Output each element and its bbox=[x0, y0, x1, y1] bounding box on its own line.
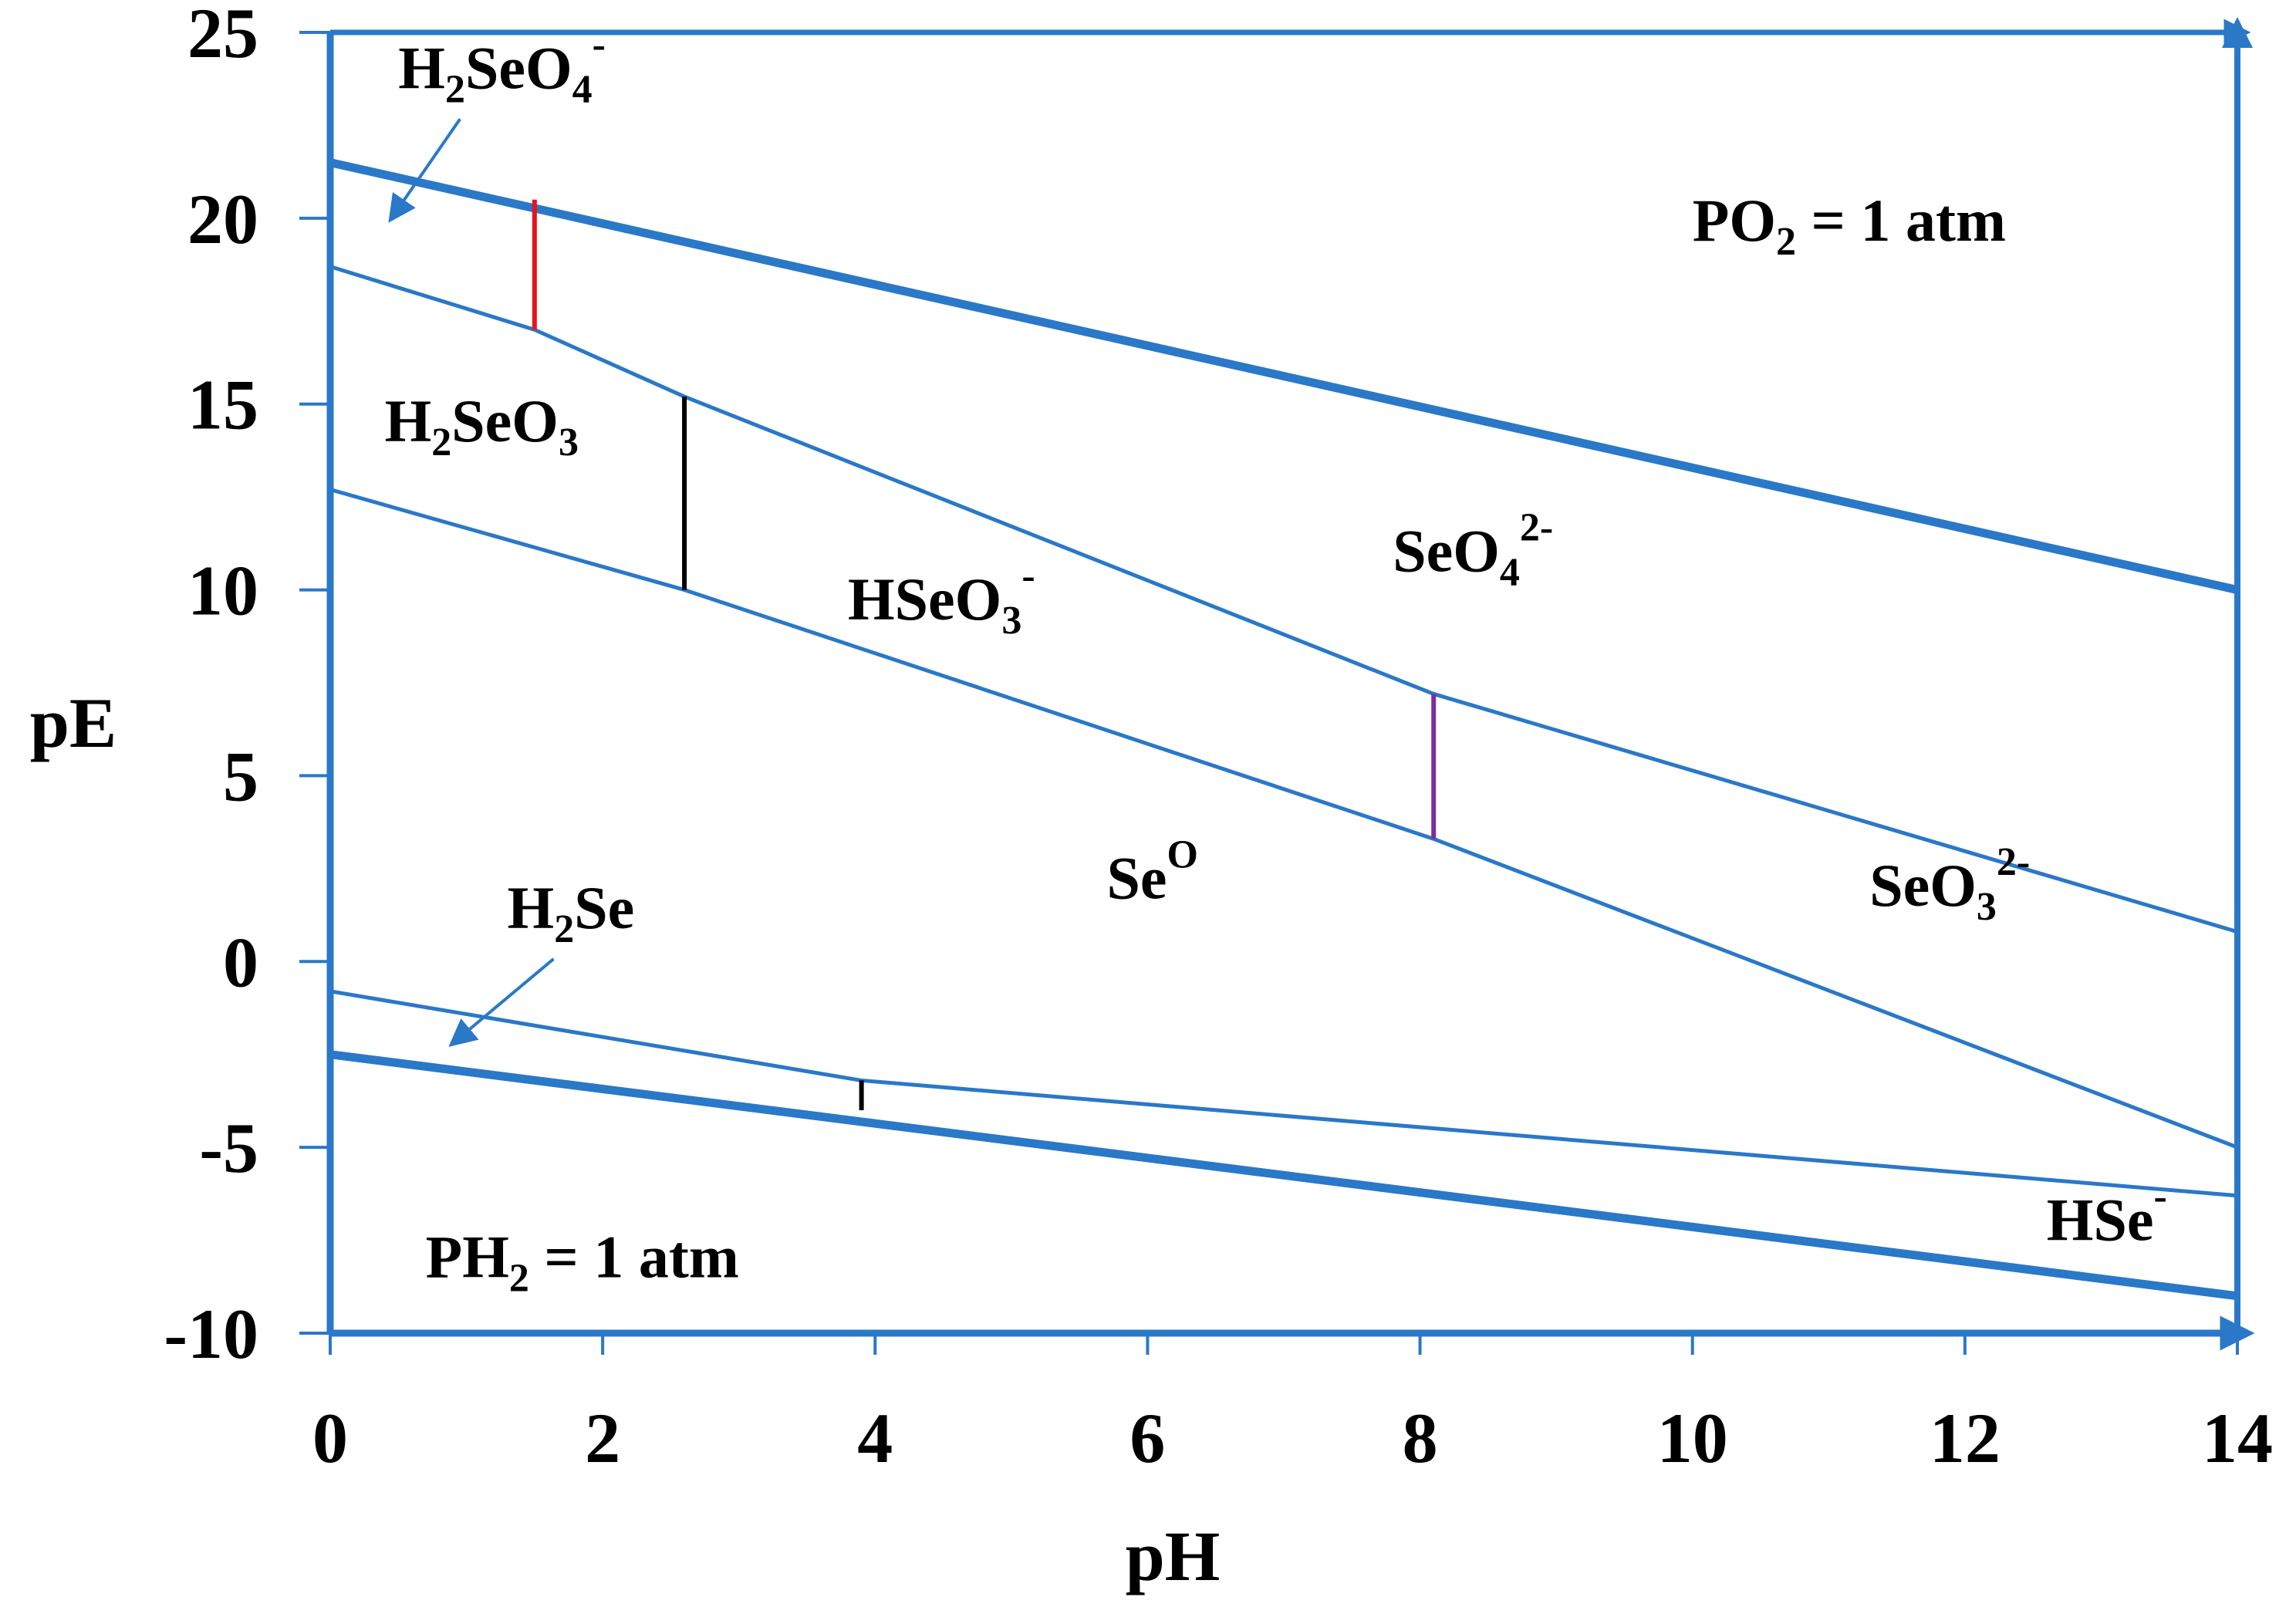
y-tick-label: 15 bbox=[187, 366, 258, 444]
y-tick-label: 5 bbox=[223, 737, 258, 815]
po2-label: PO2 = 1 atm bbox=[1693, 187, 2006, 264]
h2se-arrow bbox=[448, 957, 555, 1047]
h2seo4-label: H2SeO4- bbox=[398, 22, 606, 111]
plot-frame bbox=[326, 17, 2255, 1351]
axis-ticks: 0 2 4 6 8 10 12 14 25 20 15 10 5 0 -5 -10 bbox=[164, 0, 2273, 1477]
boundary-lines bbox=[329, 158, 2239, 1301]
x-tick-label: 14 bbox=[2202, 1399, 2273, 1477]
y-tick-label: 25 bbox=[187, 0, 258, 73]
x-tick-label: 0 bbox=[312, 1399, 348, 1477]
y-tick-label: 0 bbox=[223, 923, 258, 1001]
x-tick-label: 8 bbox=[1403, 1399, 1438, 1477]
x-tick-label: 2 bbox=[585, 1399, 620, 1477]
hseo3-label: HSeO3- bbox=[848, 554, 1035, 643]
h2seo4-arrow bbox=[388, 118, 461, 223]
hse-label: HSe- bbox=[2047, 1175, 2167, 1254]
h2se-label: H2Se bbox=[508, 874, 635, 951]
ph2-label: PH2 = 1 atm bbox=[426, 1224, 739, 1301]
x-tick-label: 6 bbox=[1129, 1399, 1165, 1477]
selenite-se0-line bbox=[329, 488, 2238, 1150]
x-tick-label: 12 bbox=[1930, 1399, 2001, 1477]
h2-limit-line bbox=[329, 1050, 2238, 1301]
seo3-label: SeO32- bbox=[1869, 840, 2030, 929]
se0-label: SeO bbox=[1106, 832, 1197, 911]
y-axis-title: pE bbox=[30, 684, 117, 762]
o2-limit-line bbox=[329, 158, 2239, 594]
y-tick-label: -10 bbox=[164, 1295, 258, 1373]
y-tick-label: 20 bbox=[187, 180, 258, 258]
y-tick-label: -5 bbox=[199, 1109, 258, 1187]
x-axis-title: pH bbox=[1126, 1517, 1221, 1595]
selenate-selenite-line bbox=[329, 265, 2238, 934]
seo4-label: SeO42- bbox=[1393, 505, 1553, 594]
x-tick-label: 4 bbox=[857, 1399, 893, 1477]
x-tick-label: 10 bbox=[1657, 1399, 1728, 1477]
h2seo3-label: H2SeO3 bbox=[385, 387, 579, 464]
y-tick-label: 10 bbox=[187, 552, 258, 630]
region-labels: H2SeO4- PO2 = 1 atm H2SeO3 SeO42- HSeO3- SeO S… bbox=[385, 22, 2167, 1300]
